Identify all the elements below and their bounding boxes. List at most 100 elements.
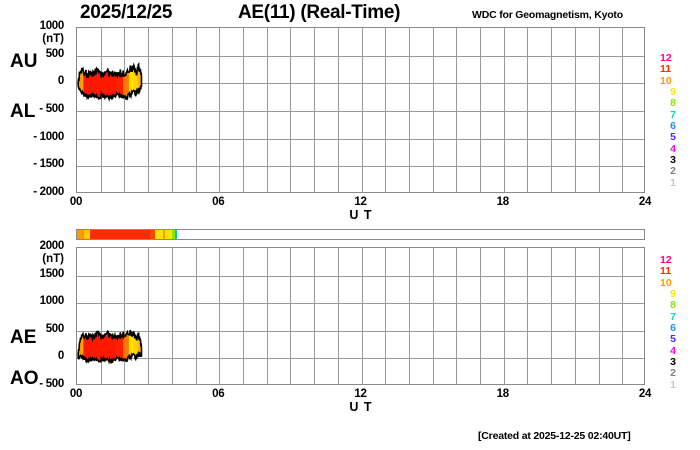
created-timestamp: [Created at 2025-12-25 02:40UT] <box>478 430 631 442</box>
legend-entry: 4 <box>670 344 676 357</box>
strip-bar-segment <box>172 230 176 239</box>
y-tick-label: - 1500 <box>33 158 64 171</box>
y-tick-label: 500 <box>45 47 65 60</box>
legend-entry: 11 <box>660 265 672 278</box>
strip-bar-segment <box>149 230 155 239</box>
x-tick-label: 00 <box>69 388 83 400</box>
strip-bar-segment <box>154 230 164 239</box>
legend-entry: 11 <box>660 63 672 76</box>
y-tick-label: 2000 <box>39 240 65 252</box>
gridline-vertical <box>172 28 173 192</box>
gridline-horizontal <box>77 56 644 57</box>
gridline-vertical <box>456 28 457 192</box>
y-tick-label: - 1000 <box>33 130 64 143</box>
y-tick-label: - 500 <box>39 378 64 390</box>
x-tick-label: 06 <box>212 388 225 400</box>
chart-ae-ao-trace <box>77 329 143 365</box>
gridline-vertical <box>433 248 434 384</box>
gridline-vertical <box>599 28 600 192</box>
legend-entry: 4 <box>670 142 676 155</box>
axis-label-al: AL <box>10 101 36 122</box>
legend-entry: 12 <box>660 254 672 266</box>
legend-entry: 10 <box>660 276 672 289</box>
y-axis-unit-label: (nT) <box>42 253 64 265</box>
gridline-vertical <box>124 28 125 192</box>
gridline-vertical <box>480 248 481 384</box>
gridline-vertical <box>409 248 410 384</box>
axis-label-au: AU <box>10 51 38 72</box>
gridline-vertical <box>480 28 481 192</box>
gridline-vertical <box>385 248 386 384</box>
y-tick-label: - 500 <box>39 103 64 115</box>
gridline-horizontal <box>77 166 644 167</box>
y-tick-label: 0 <box>57 350 64 363</box>
gridline-vertical <box>290 248 291 384</box>
gridline-horizontal <box>77 276 644 277</box>
chart-au-al-x-axis-title: U T <box>349 208 373 222</box>
gridline-vertical <box>124 248 125 384</box>
y-tick-label: 0 <box>57 75 64 88</box>
gridline-vertical <box>599 248 600 384</box>
axis-label-ae: AE <box>10 327 37 348</box>
y-tick-label: 1500 <box>39 267 65 280</box>
gridline-horizontal <box>77 358 644 359</box>
gridline-vertical <box>314 248 315 384</box>
legend-entry: 9 <box>670 288 676 301</box>
gridline-vertical <box>290 28 291 192</box>
x-tick-label: 24 <box>638 196 652 208</box>
legend-entry: 1 <box>670 176 676 189</box>
gridline-vertical <box>243 28 244 192</box>
gridline-vertical <box>267 248 268 384</box>
gridline-vertical <box>243 248 244 384</box>
gridline-vertical <box>196 248 197 384</box>
gridline-horizontal <box>77 111 644 112</box>
legend-entry: 8 <box>670 299 676 312</box>
gridline-vertical <box>551 28 552 192</box>
y-axis-unit-label: (nT) <box>42 33 64 45</box>
x-tick-label: 00 <box>69 196 83 208</box>
gridline-vertical <box>219 248 220 384</box>
gridline-vertical <box>551 248 552 384</box>
y-tick-label: - 2000 <box>33 186 64 198</box>
chart-au-al-legend: 12 11 10 9 8 7 6 5 4 3 2 1 <box>660 52 686 189</box>
legend-entry: 6 <box>670 120 676 133</box>
gridline-vertical <box>504 248 505 384</box>
legend-entry: 2 <box>670 367 676 380</box>
y-tick-label: 1000 <box>39 20 65 32</box>
x-tick-label: 18 <box>496 388 510 400</box>
page-title-date: 2025/12/25 <box>80 2 173 23</box>
y-tick-label: 1000 <box>39 295 65 308</box>
x-tick-label: 06 <box>212 196 225 208</box>
strip-bar-segment <box>165 230 173 239</box>
strip-bar-segment <box>175 230 177 239</box>
chart-ae-ao-gridlines <box>77 248 644 384</box>
legend-entry: 3 <box>670 154 676 167</box>
gridline-horizontal <box>77 83 644 84</box>
gridline-vertical <box>409 28 410 192</box>
gridline-vertical <box>433 28 434 192</box>
strip-bar-segment <box>90 230 150 239</box>
strip-bar-segment <box>163 230 166 239</box>
gridline-vertical <box>456 248 457 384</box>
legend-entry: 2 <box>670 165 676 178</box>
legend-entry: 8 <box>670 97 676 110</box>
gridline-vertical <box>622 248 623 384</box>
gridline-vertical <box>622 28 623 192</box>
x-tick-label: 12 <box>354 196 367 208</box>
activity-strip-bar <box>76 229 645 240</box>
gridline-vertical <box>219 28 220 192</box>
gridline-vertical <box>575 28 576 192</box>
x-tick-label: 18 <box>496 196 510 208</box>
legend-entry: 6 <box>670 322 676 335</box>
axis-label-ao: AO <box>10 368 39 389</box>
gridline-vertical <box>338 248 339 384</box>
chart-au-al-plot-area <box>76 27 645 193</box>
legend-entry: 12 <box>660 52 672 64</box>
y-tick-label: 500 <box>45 322 65 335</box>
strip-bar-segment <box>84 230 91 239</box>
gridline-horizontal <box>77 139 644 140</box>
gridline-vertical <box>338 28 339 192</box>
gridline-vertical <box>362 248 363 384</box>
gridline-vertical <box>362 28 363 192</box>
gridline-vertical <box>148 248 149 384</box>
